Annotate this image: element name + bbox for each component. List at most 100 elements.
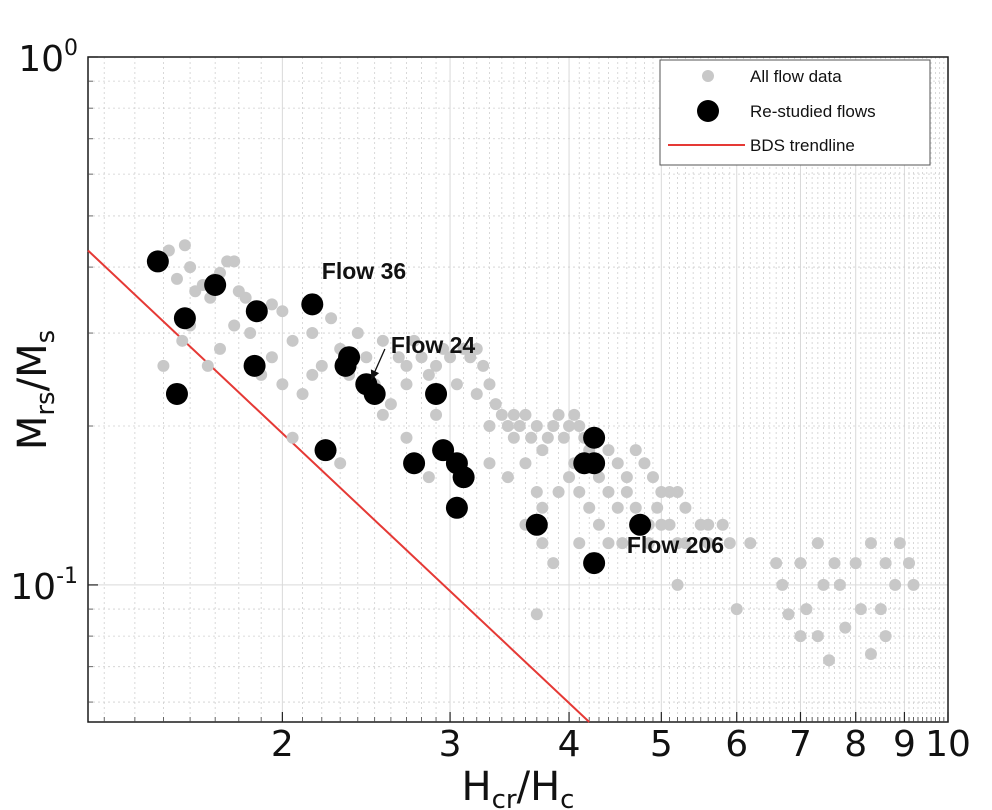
all-flow-point bbox=[276, 305, 289, 318]
all-flow-point bbox=[907, 578, 920, 591]
legend-label-restudied: Re-studied flows bbox=[750, 102, 876, 121]
all-flow-point bbox=[360, 351, 373, 364]
all-flow-point bbox=[879, 630, 892, 643]
all-flow-point bbox=[513, 420, 526, 433]
all-flow-point bbox=[525, 431, 538, 444]
all-flow-point bbox=[430, 359, 443, 372]
x-label-sep: / bbox=[517, 764, 531, 810]
all-flow-point bbox=[201, 359, 214, 372]
all-flow-point bbox=[422, 471, 435, 484]
all-flow-point bbox=[800, 603, 813, 616]
all-flow-point bbox=[547, 557, 560, 570]
all-flow-point bbox=[265, 351, 278, 364]
restudied-point bbox=[173, 307, 196, 330]
restudied-point bbox=[204, 273, 227, 296]
all-flow-point bbox=[817, 578, 830, 591]
all-flow-point bbox=[602, 444, 615, 457]
all-flow-point bbox=[536, 537, 549, 550]
y-tick-base: 10 bbox=[18, 39, 64, 80]
y-tick-label: 10-1 bbox=[10, 564, 78, 608]
restudied-point bbox=[583, 552, 606, 575]
all-flow-point bbox=[893, 537, 906, 550]
restudied-point bbox=[445, 496, 468, 519]
all-flow-point bbox=[507, 431, 520, 444]
all-flow-point bbox=[770, 557, 783, 570]
restudied-point bbox=[243, 354, 266, 377]
legend: All flow data Re-studied flows BDS trend… bbox=[659, 59, 931, 166]
restudied-point bbox=[403, 452, 426, 475]
x-tick-label: 3 bbox=[439, 724, 462, 765]
all-flow-point bbox=[483, 457, 496, 470]
all-flow-point bbox=[376, 408, 389, 421]
all-flow-point bbox=[547, 420, 560, 433]
all-flow-point bbox=[879, 557, 892, 570]
all-flow-point bbox=[552, 485, 565, 498]
x-tick-label: 6 bbox=[725, 724, 748, 765]
all-flow-point bbox=[228, 319, 241, 332]
all-flow-point bbox=[400, 431, 413, 444]
annotation-label: Flow 24 bbox=[391, 332, 476, 358]
all-flow-point bbox=[794, 557, 807, 570]
tick-marks bbox=[88, 56, 949, 722]
all-flow-point bbox=[655, 518, 668, 531]
all-flow-point bbox=[286, 334, 299, 347]
all-flow-point bbox=[470, 342, 483, 355]
y-tick-label: 100 bbox=[18, 36, 78, 80]
restudied-point bbox=[583, 426, 606, 449]
all-flow-point bbox=[162, 244, 175, 257]
restudied-point bbox=[338, 346, 361, 369]
all-flow-point bbox=[620, 485, 633, 498]
all-flow-point bbox=[811, 630, 824, 643]
annotation-label: Flow 36 bbox=[322, 258, 406, 284]
all-flow-point bbox=[833, 578, 846, 591]
all-flow-point bbox=[306, 368, 319, 381]
y-tick-exponent: 0 bbox=[64, 36, 78, 61]
restudied-point bbox=[629, 513, 652, 536]
all-flow-point bbox=[157, 359, 170, 372]
all-flow-point bbox=[902, 557, 915, 570]
all-flow-point bbox=[611, 457, 624, 470]
x-tick-label: 8 bbox=[844, 724, 867, 765]
all-flow-point bbox=[184, 261, 197, 274]
all-flow-point bbox=[315, 359, 328, 372]
x-tick-label: 4 bbox=[558, 724, 581, 765]
all-flow-point bbox=[723, 537, 736, 550]
x-tick-label: 7 bbox=[789, 724, 812, 765]
all-flow-point bbox=[265, 298, 278, 311]
y-tick-base: 10 bbox=[10, 567, 56, 608]
x-label-main2: H bbox=[530, 764, 560, 810]
all-flow-point bbox=[392, 351, 405, 364]
all-flow-point bbox=[495, 408, 508, 421]
all-flow-point bbox=[536, 444, 549, 457]
annotation-label: Flow 206 bbox=[627, 532, 724, 558]
restudied-point bbox=[425, 382, 448, 405]
all-flow-point bbox=[671, 485, 684, 498]
annotation-arrow-head bbox=[370, 369, 380, 380]
annotations: Flow 36 Flow 24 Flow 206 bbox=[322, 258, 724, 558]
y-label-main2: M bbox=[10, 343, 56, 378]
legend-label-trendline: BDS trendline bbox=[750, 136, 855, 155]
all-flow-point bbox=[782, 608, 795, 621]
all-flow-point bbox=[483, 420, 496, 433]
all-flow-point bbox=[828, 557, 841, 570]
all-flow-point bbox=[573, 485, 586, 498]
all-flow-point bbox=[470, 387, 483, 400]
all-flow-point bbox=[583, 501, 596, 514]
all-flow-point bbox=[889, 578, 902, 591]
all-flow-point bbox=[176, 334, 189, 347]
all-flow-point bbox=[519, 408, 532, 421]
all-flow-point bbox=[450, 378, 463, 391]
all-flow-point bbox=[730, 603, 743, 616]
restudied-point bbox=[432, 439, 455, 462]
all-flow-point bbox=[702, 537, 715, 550]
restudied-point bbox=[165, 382, 188, 405]
all-flow-point bbox=[408, 334, 421, 347]
all-flow-point bbox=[541, 431, 554, 444]
x-tick-label: 9 bbox=[893, 724, 916, 765]
legend-label-all-flow: All flow data bbox=[750, 67, 842, 86]
all-flow-point bbox=[573, 537, 586, 550]
all-flow-point bbox=[501, 471, 514, 484]
y-label-sep: / bbox=[10, 377, 56, 391]
all-flow-point bbox=[501, 420, 514, 433]
all-flow-point bbox=[592, 471, 605, 484]
